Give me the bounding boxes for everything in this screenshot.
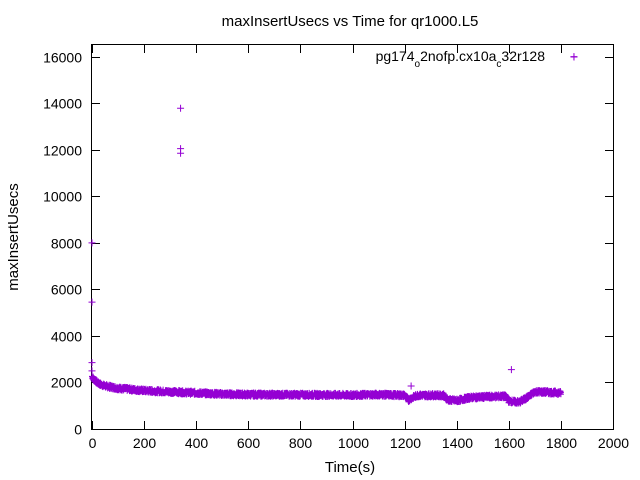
x-tick-label: 1200 [390,435,421,451]
x-axis: 0 200 400 600 800 1000 1200 1400 1600 1800 2000 [89,45,629,451]
x-tick-label: 1400 [442,435,473,451]
y-tick-label: 10000 [43,189,82,205]
legend-label: pg174o2nofp.cx10ac32r128 [376,48,546,70]
data-point [177,104,185,112]
y-tick-label: 14000 [43,96,82,112]
data-point [88,298,96,306]
x-tick-label: 800 [289,435,313,451]
x-tick-label: 600 [237,435,261,451]
y-tick-label: 6000 [51,282,82,298]
series-points [88,53,578,407]
data-point [177,149,185,157]
x-tick-label: 1800 [546,435,577,451]
x-tick-label: 1600 [494,435,525,451]
x-tick-label: 200 [133,435,157,451]
y-tick-label: 4000 [51,329,82,345]
y-tick-label: 16000 [43,50,82,66]
y-tick-label: 8000 [51,236,82,252]
data-point [407,382,415,390]
series-band [89,373,564,407]
data-point [88,239,96,247]
plot-frame [91,44,614,430]
x-tick-label: 1000 [338,435,369,451]
y-axis-label: maxInsertUsecs [5,183,22,291]
y-tick-label: 0 [74,422,82,438]
data-point [88,359,96,367]
x-tick-label: 2000 [598,435,629,451]
data-point [507,366,515,374]
x-tick-label: 400 [185,435,209,451]
y-tick-label: 2000 [51,375,82,391]
x-axis-label: Time(s) [325,459,375,476]
chart-title: maxInsertUsecs vs Time for qr1000.L5 [222,13,479,30]
legend: pg174o2nofp.cx10ac32r128 [376,48,578,70]
data-point [88,367,96,375]
y-axis: 0 2000 4000 6000 8000 10000 12000 14000 16000 [43,50,613,438]
y-tick-label: 12000 [43,143,82,159]
x-tick-label: 0 [89,435,97,451]
legend-marker [570,53,578,61]
